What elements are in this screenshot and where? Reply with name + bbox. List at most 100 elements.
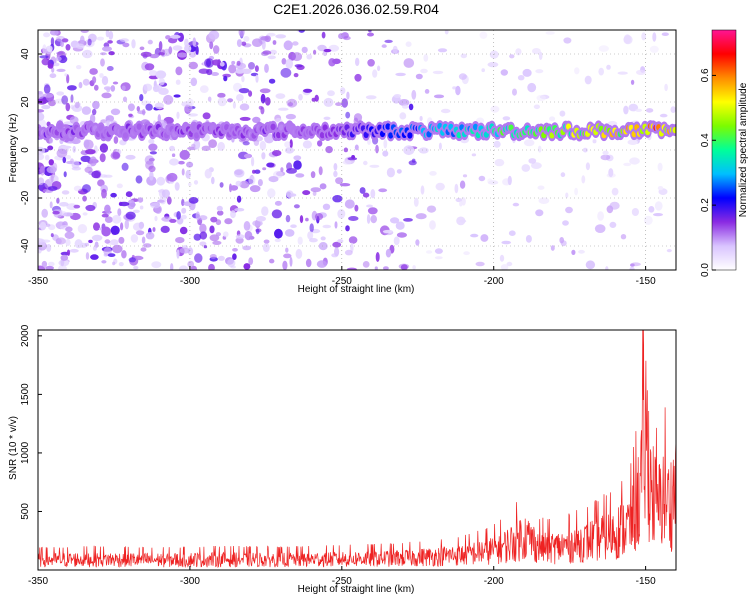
noise-blob [181,198,185,207]
noise-blob [333,163,338,171]
noise-blob [128,113,133,118]
noise-blob [578,249,585,254]
signal-core [319,131,325,139]
noise-blob [334,221,338,229]
noise-blob [64,73,68,77]
noise-blob [355,57,360,67]
noise-blob [284,141,291,148]
noise-blob [489,50,499,59]
noise-blob [169,218,177,223]
noise-blob [65,155,72,160]
noise-blob [209,41,214,50]
noise-blob [251,38,263,47]
noise-blob [354,73,362,82]
noise-blob [537,185,545,190]
noise-blob [509,54,515,59]
noise-blob [375,252,380,262]
noise-blob [559,110,566,117]
noise-blob [328,58,336,67]
noise-blob [110,85,116,92]
noise-blob [415,73,423,80]
noise-blob [49,201,53,209]
noise-blob [459,201,463,207]
noise-blob [293,155,302,161]
signal-core [278,124,284,131]
noise-blob [38,238,46,248]
noise-blob [235,180,242,187]
noise-blob [348,216,359,221]
noise-blob [383,139,388,149]
noise-blob [399,112,407,120]
noise-blob [120,82,131,91]
noise-blob [285,214,291,223]
noise-blob [106,66,114,71]
noise-blob [145,103,153,111]
snr-x-tick-label: -350 [28,576,48,587]
noise-blob [535,209,544,217]
noise-blob [204,168,212,179]
noise-blob [44,154,50,161]
noise-blob [293,73,299,78]
noise-blob [322,203,331,210]
noise-blob [597,211,604,221]
noise-blob [76,65,82,70]
noise-blob [323,48,332,53]
noise-blob [383,266,389,270]
snr-series-line [38,330,676,569]
noise-blob [60,211,67,217]
noise-blob [239,116,251,121]
noise-blob [239,103,250,111]
noise-blob [274,228,283,239]
noise-blob [229,185,239,191]
noise-blob [317,140,323,147]
noise-blob [623,105,629,115]
noise-blob [623,162,632,167]
noise-blob [186,161,194,168]
noise-blob [487,178,493,185]
noise-blob [69,248,79,253]
noise-blob [143,83,153,92]
noise-blob [432,70,444,75]
noise-blob [72,145,76,153]
noise-blob [289,139,293,149]
noise-blob [261,40,266,50]
noise-blob [236,195,242,203]
noise-blob [286,98,298,108]
noise-blob [101,92,112,99]
noise-blob [248,257,254,265]
noise-blob [99,143,108,153]
heatmap-y-tick-label: -40 [20,238,31,253]
noise-blob [585,260,596,270]
noise-blob [372,69,378,78]
noise-blob [39,165,46,176]
noise-blob [664,83,668,92]
noise-blob [53,62,60,67]
noise-blob [507,175,512,186]
noise-blob [257,179,263,187]
noise-blob [170,34,181,39]
noise-blob [362,261,370,268]
noise-blob [280,67,292,78]
noise-blob [342,36,351,41]
noise-blob [251,156,255,167]
noise-blob [538,51,543,61]
noise-blob [43,93,54,98]
noise-blob [272,150,282,157]
noise-blob [657,186,664,191]
noise-blob [346,91,350,100]
noise-blob [337,239,344,243]
snr-x-ticks: -350 -300 -250 -200 -150 [28,566,656,587]
noise-blob [521,164,531,172]
noise-blob [459,180,466,189]
noise-blob [174,182,180,191]
noise-blob [47,145,54,151]
noise-blob [104,204,111,213]
noise-blob [335,102,343,106]
noise-blob [217,255,225,261]
noise-blob [106,87,111,93]
noise-blob [211,176,215,185]
noise-blob [654,201,663,211]
noise-blob [211,59,222,66]
noise-blob [132,209,140,213]
heatmap-y-tick-label: 0 [20,147,31,153]
